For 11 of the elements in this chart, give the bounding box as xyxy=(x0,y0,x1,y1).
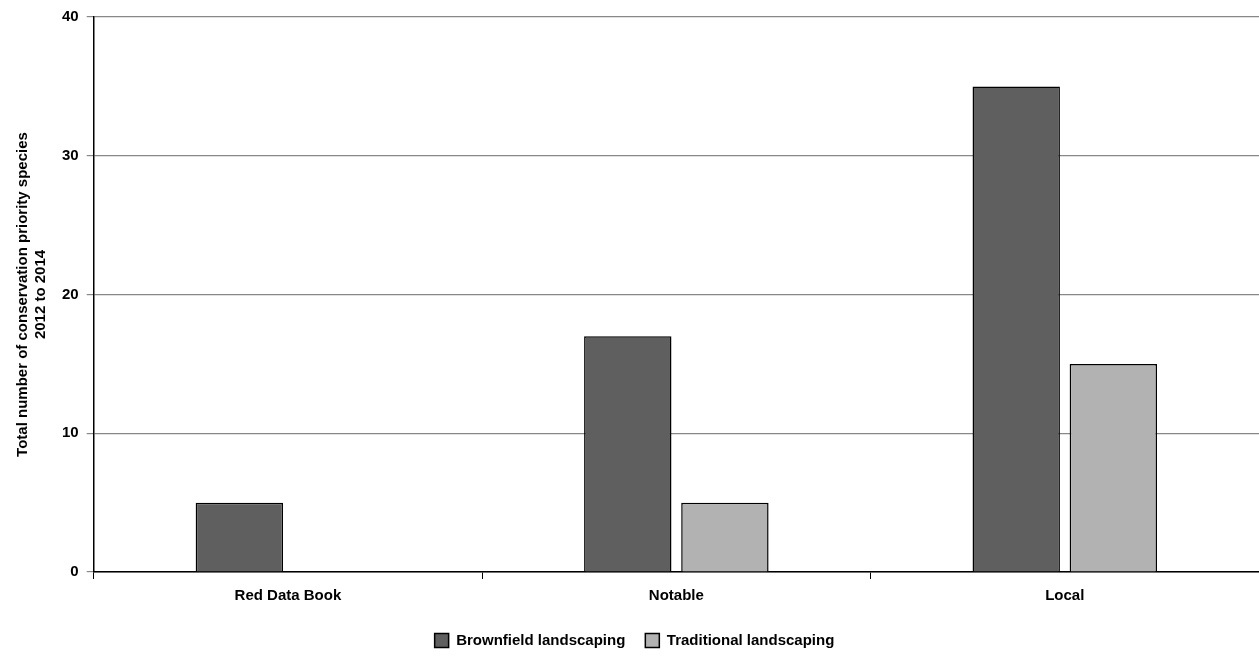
y-axis-title: Total number of conservation priority species 2012 to 2014 xyxy=(13,132,49,457)
y-tick-label: 20 xyxy=(62,284,79,302)
y-tick-label: 10 xyxy=(62,423,79,441)
legend-label: Brownfield landscaping xyxy=(456,630,626,648)
x-tick-label: Red Data Book xyxy=(234,586,342,604)
x-tick-label: Notable xyxy=(648,586,704,604)
x-tick-label: Local xyxy=(1045,586,1085,604)
y-tick-label: 30 xyxy=(62,145,79,163)
y-tick-label: 0 xyxy=(70,562,79,580)
legend-label: Traditional landscaping xyxy=(666,630,835,648)
y-tick-label: 40 xyxy=(62,7,79,25)
